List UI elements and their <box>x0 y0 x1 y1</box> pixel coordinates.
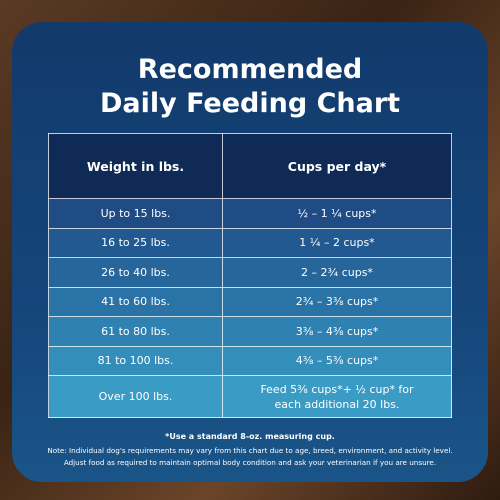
table-cell: 4⅜ – 5⅜ cups* <box>222 345 452 376</box>
table-cell: Feed 5⅜ cups*+ ½ cup* for each additiona… <box>222 375 452 418</box>
card: Recommended Daily Feeding Chart Weight i… <box>12 22 488 482</box>
table-cell: 2 – 2¾ cups* <box>222 257 452 288</box>
table-cell: 3⅜ – 4⅜ cups* <box>222 316 452 347</box>
table-cell: 61 to 80 lbs. <box>48 316 223 347</box>
footnote: *Use a standard 8-oz. measuring cup. <box>165 432 335 441</box>
table-cell: 81 to 100 lbs. <box>48 345 223 376</box>
table-cell: 26 to 40 lbs. <box>48 257 223 288</box>
header-cell: Weight in lbs. <box>48 133 223 199</box>
feeding-table: Weight in lbs. Cups per day* Up to 15 lb… <box>48 133 452 418</box>
table-cell: ½ – 1 ¼ cups* <box>222 198 452 229</box>
table-row: 41 to 60 lbs. 2¾ – 3⅜ cups* <box>48 286 452 317</box>
table-cell: 16 to 25 lbs. <box>48 227 223 258</box>
table-row: Up to 15 lbs. ½ – 1 ¼ cups* <box>48 198 452 229</box>
footnote: Note: Individual dog's requirements may … <box>47 446 453 455</box>
table-row: 26 to 40 lbs. 2 – 2¾ cups* <box>48 257 452 288</box>
table-row: 16 to 25 lbs. 1 ¼ – 2 cups* <box>48 227 452 258</box>
footnote: Adjust food as required to maintain opti… <box>63 458 437 467</box>
header-cell: Cups per day* <box>222 133 452 199</box>
table-cell: 2¾ – 3⅜ cups* <box>222 286 452 317</box>
table-body: Up to 15 lbs. ½ – 1 ¼ cups* 16 to 25 lbs. 1… <box>48 198 452 418</box>
title: Daily Feeding Chart <box>99 88 401 119</box>
table-cell: 41 to 60 lbs. <box>48 286 223 317</box>
title: Recommended <box>137 54 363 85</box>
header-row: Weight in lbs. Cups per day* <box>48 133 452 199</box>
table-row: 61 to 80 lbs. 3⅜ – 4⅜ cups* <box>48 316 452 347</box>
table-cell: 1 ¼ – 2 cups* <box>222 227 452 258</box>
table-cell: Up to 15 lbs. <box>48 198 223 229</box>
table-cell: Over 100 lbs. <box>48 375 223 418</box>
table-row: Over 100 lbs. Feed 5⅜ cups*+ ½ cup* for e… <box>48 375 452 418</box>
table-row: 81 to 100 lbs. 4⅜ – 5⅜ cups* <box>48 345 452 376</box>
